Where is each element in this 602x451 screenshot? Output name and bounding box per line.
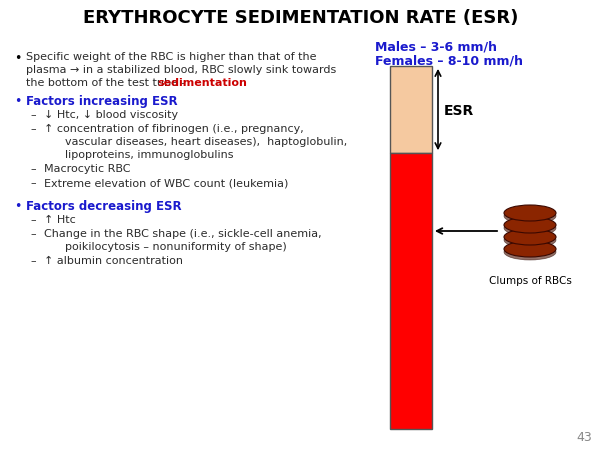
Text: Males – 3-6 mm/h: Males – 3-6 mm/h [375, 40, 497, 53]
Text: sedimentation: sedimentation [157, 78, 247, 88]
Ellipse shape [504, 232, 556, 249]
Text: –: – [30, 229, 36, 239]
Text: plasma → in a stabilized blood, RBC slowly sink towards: plasma → in a stabilized blood, RBC slow… [26, 65, 337, 75]
Text: –: – [30, 215, 36, 225]
Text: –: – [30, 255, 36, 265]
Text: Clumps of RBCs: Clumps of RBCs [489, 276, 571, 285]
Ellipse shape [504, 221, 556, 236]
Text: –: – [30, 178, 36, 188]
Text: Factors decreasing ESR: Factors decreasing ESR [26, 199, 182, 212]
Text: 43: 43 [576, 430, 592, 443]
Ellipse shape [504, 241, 556, 258]
Text: Change in the RBC shape (i.e., sickle-cell anemia,
      poikilocytosis – nonuni: Change in the RBC shape (i.e., sickle-ce… [44, 229, 321, 252]
Text: Extreme elevation of WBC count (leukemia): Extreme elevation of WBC count (leukemia… [44, 178, 288, 188]
Text: Specific weight of the RBC is higher than that of the: Specific weight of the RBC is higher tha… [26, 52, 317, 62]
Text: ↑ concentration of fibrinogen (i.e., pregnancy,
      vascular diseases, heart d: ↑ concentration of fibrinogen (i.e., pre… [44, 124, 347, 160]
Text: ERYTHROCYTE SEDIMENTATION RATE (ESR): ERYTHROCYTE SEDIMENTATION RATE (ESR) [83, 9, 519, 27]
Text: Factors increasing ESR: Factors increasing ESR [26, 95, 178, 108]
Bar [390, 67, 432, 154]
Text: ↓ Htc, ↓ blood viscosity: ↓ Htc, ↓ blood viscosity [44, 110, 178, 120]
Text: Macrocytic RBC: Macrocytic RBC [44, 164, 131, 174]
Ellipse shape [504, 217, 556, 234]
Text: –: – [30, 124, 36, 133]
Ellipse shape [504, 244, 556, 260]
Ellipse shape [504, 206, 556, 221]
Text: Females – 8-10 mm/h: Females – 8-10 mm/h [375, 55, 523, 68]
Bar [390, 154, 432, 429]
Text: the bottom of the test tube -: the bottom of the test tube - [26, 78, 185, 88]
Text: ↑ Htc: ↑ Htc [44, 215, 76, 225]
Text: ↑ albumin concentration: ↑ albumin concentration [44, 255, 183, 265]
Text: •: • [14, 95, 22, 108]
Text: –: – [30, 110, 36, 120]
Text: •: • [14, 199, 22, 212]
Ellipse shape [504, 230, 556, 245]
Text: ESR: ESR [444, 103, 474, 117]
Text: •: • [14, 52, 22, 65]
Text: –: – [30, 164, 36, 174]
Ellipse shape [504, 208, 556, 225]
